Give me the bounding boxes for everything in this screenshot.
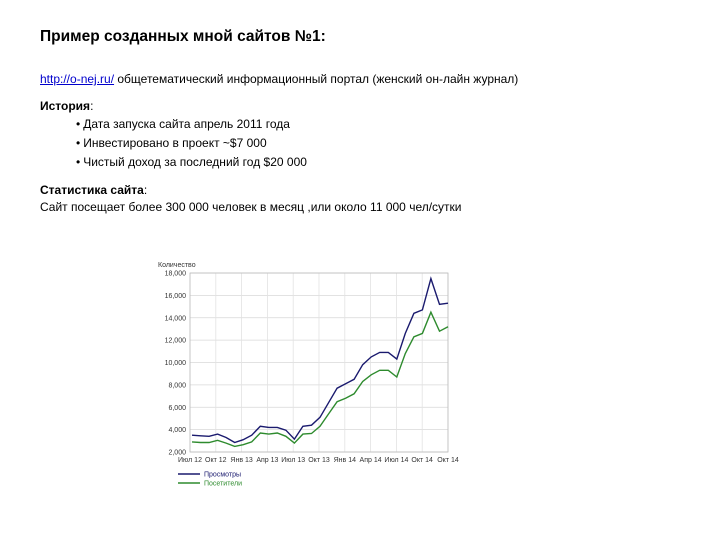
y-tick-label: 12,000 — [165, 338, 187, 345]
y-tick-label: 14,000 — [165, 315, 187, 322]
traffic-chart-svg: Количество 18,000 16,000 14,000 12,000 10,000… — [158, 262, 459, 488]
x-tick-label: Янв 14 — [334, 457, 356, 464]
stats-heading: Статистика сайта: — [40, 183, 147, 197]
history-heading: История: — [40, 99, 93, 113]
x-tick-label: Июл 12 — [178, 457, 202, 464]
site-link[interactable]: http://o-nej.ru/ — [40, 72, 115, 86]
x-tick-label: Окт 14 — [437, 457, 459, 464]
history-list: Дата запуска сайта апрель 2011 года Инве… — [60, 115, 307, 172]
stats-label: Статистика сайта — [40, 183, 144, 197]
y-tick-label: 4,000 — [168, 427, 186, 434]
list-item: Дата запуска сайта апрель 2011 года — [60, 115, 307, 134]
y-tick-label: 16,000 — [165, 293, 187, 300]
y-tick-label: 10,000 — [165, 360, 187, 367]
x-tick-label: Окт 12 — [205, 457, 227, 464]
y-tick-label: 18,000 — [165, 271, 187, 278]
history-label: История — [40, 99, 91, 113]
list-item: Чистый доход за последний год $20 000 — [60, 153, 307, 172]
y-tick-label: 6,000 — [168, 405, 186, 412]
list-item: Инвестировано в проект ~$7 000 — [60, 134, 307, 153]
page-title: Пример созданных мной сайтов №1: — [40, 28, 326, 45]
traffic-chart: Количество 18,000 16,000 14,000 12,000 10,000… — [140, 255, 470, 505]
legend-entry: Просмотры — [204, 472, 241, 479]
x-tick-label: Окт 14 — [411, 457, 433, 464]
plot-frame — [189, 272, 449, 453]
y-axis-label: Количество — [158, 262, 196, 269]
x-tick-label: Апр 14 — [360, 457, 382, 464]
stats-colon: : — [143, 183, 148, 197]
history-colon: : — [90, 99, 94, 113]
x-tick-label: Апр 13 — [256, 457, 278, 464]
y-tick-label: 8,000 — [168, 382, 186, 389]
x-tick-label: Июл 13 — [281, 457, 305, 464]
x-tick-label: Июл 14 — [384, 457, 408, 464]
site-line: http://o-nej.ru/ общетематический информ… — [40, 72, 518, 86]
legend-entry: Посетители — [204, 481, 242, 488]
y-tick-label: 2,000 — [168, 450, 186, 457]
series-line-views — [191, 276, 449, 444]
series-line-visitors — [191, 310, 449, 448]
stats-text: Сайт посещает более 300 000 человек в ме… — [40, 200, 462, 214]
x-tick-label: Янв 13 — [230, 457, 252, 464]
x-tick-label: Окт 13 — [308, 457, 330, 464]
site-description: общетематический информационный портал (… — [114, 72, 519, 86]
